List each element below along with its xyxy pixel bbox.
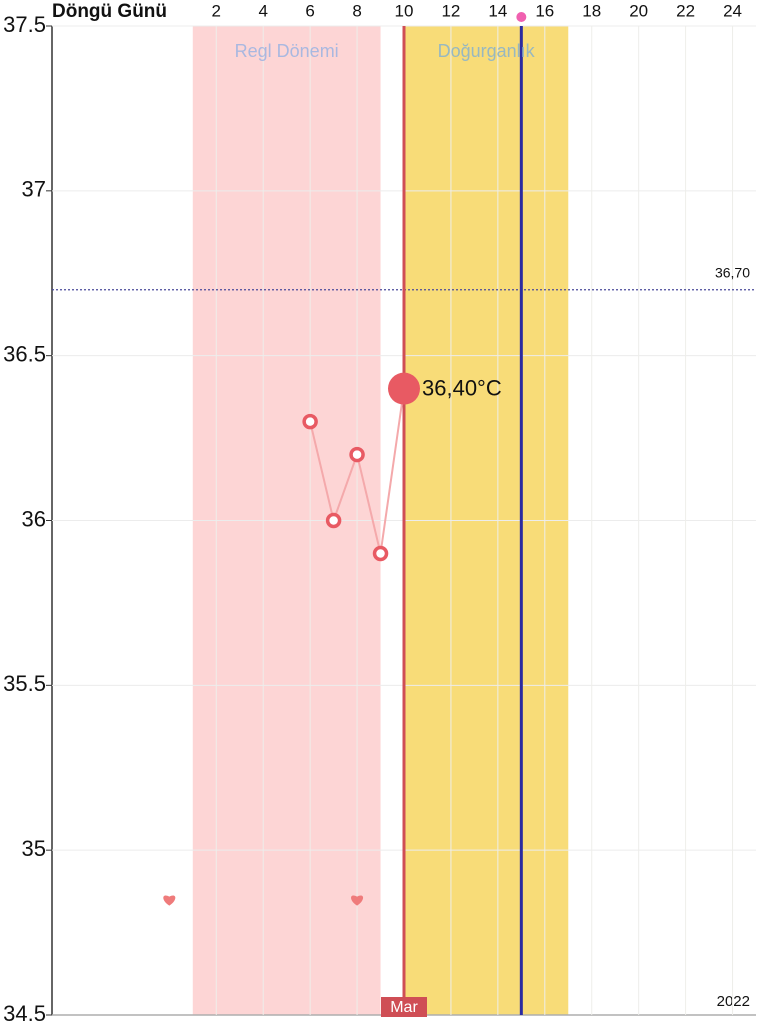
y-tick-label: 36 [22,506,46,531]
x-tick-label: 14 [488,1,507,20]
heart-marker [163,895,176,906]
temperature-point [349,446,365,463]
x-tick-label: 18 [582,1,601,20]
x-tick-label: 2 [212,1,221,20]
day-dot [516,12,527,22]
x-tick-label: 10 [395,1,414,20]
x-tick-label: 20 [629,1,648,20]
year-label: 2022 [717,993,750,1010]
reference-label: 36,70 [715,264,750,280]
temperature-point [372,545,389,562]
x-tick-label: 22 [676,1,695,20]
y-tick-label: 35 [22,836,46,861]
grid-layer [46,25,756,1016]
x-tick-label: 8 [352,1,361,20]
y-tick-label: 35.5 [3,671,46,696]
lines-layer [52,26,756,1015]
chart-title: Döngü Günü [52,1,167,22]
x-tick-label: 4 [258,1,267,20]
labels-layer: Regl Dönemi Doğurganlık 34.5 35 35.5 36 36.5 37… [3,1,750,1024]
band-label: Regl Dönemi [235,41,339,61]
y-tick-label: 34.5 [3,1001,46,1024]
date-badge [381,997,427,1017]
temperature-point [302,413,318,430]
x-tick-label: 16 [535,1,554,20]
x-tick-label: 6 [305,1,314,20]
temperature-point-current [388,372,420,405]
x-tick-label: 12 [441,1,460,20]
y-tick-label: 37.5 [3,12,46,37]
x-tick-label: 24 [723,1,742,20]
data-layer [163,372,420,906]
y-tick-label: 37 [22,177,46,202]
value-label: 36,40°C [422,375,502,400]
temperature-point [325,512,342,529]
heart-marker [351,895,364,906]
band-label: Doğurganlık [438,41,536,61]
date-label: Mar [390,999,418,1016]
y-tick-label: 36.5 [3,341,46,366]
